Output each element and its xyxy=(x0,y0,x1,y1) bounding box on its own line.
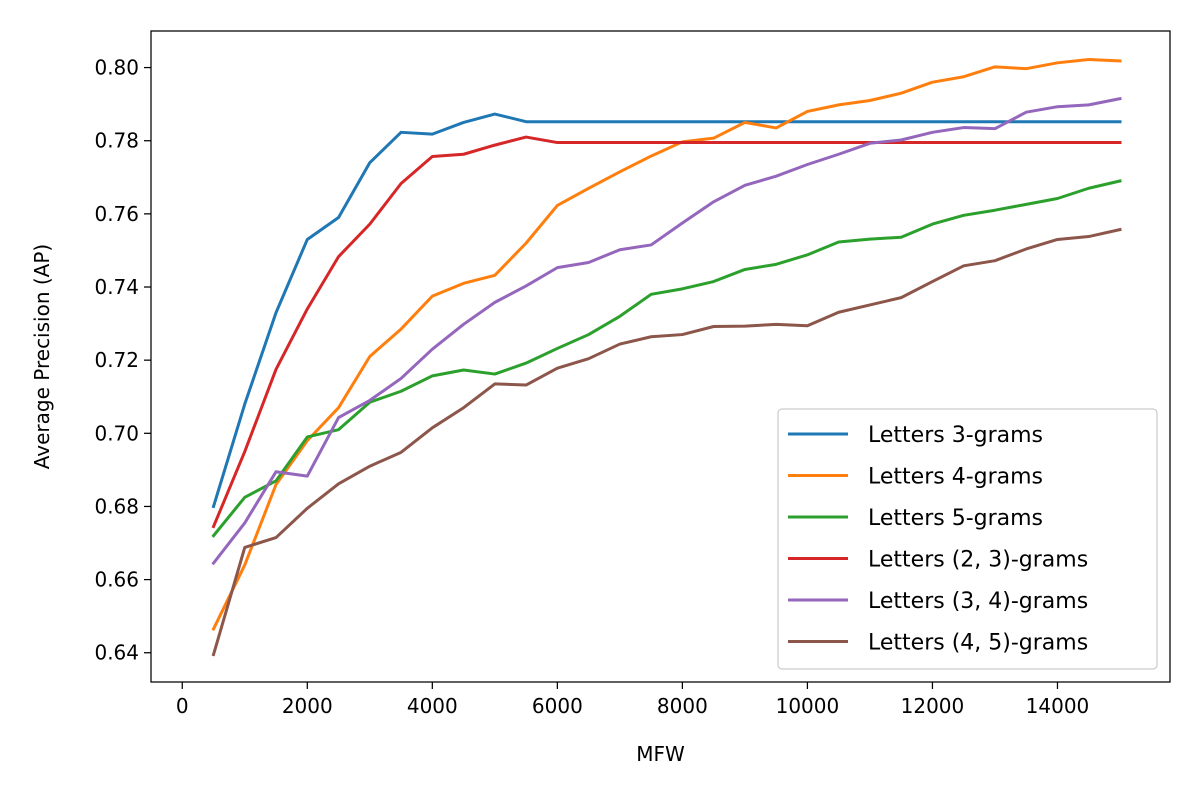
legend-label: Letters (3, 4)-grams xyxy=(868,589,1088,614)
x-tick-label: 4000 xyxy=(407,694,458,718)
plot-area-frame xyxy=(150,30,1171,683)
series-line-2 xyxy=(211,58,1122,631)
x-tick-label: 10000 xyxy=(776,694,840,718)
x-tick-label: 12000 xyxy=(901,694,965,718)
legend-label: Letters 3-grams xyxy=(868,423,1043,448)
legend-label: Letters (2, 3)-grams xyxy=(868,548,1088,573)
y-tick-label: 0.70 xyxy=(94,421,139,445)
y-tick-label: 0.76 xyxy=(94,202,139,226)
legend: Letters 3-grams Letters 4-grams Letters 5-… xyxy=(777,408,1158,670)
legend-box xyxy=(777,408,1158,670)
y-axis-title: Average Precision (AP) xyxy=(30,244,54,469)
series-layer xyxy=(211,58,1122,657)
series-line-1 xyxy=(211,112,1122,509)
series-line-4 xyxy=(211,135,1122,529)
x-tick-label: 6000 xyxy=(532,694,583,718)
y-tick-label: 0.80 xyxy=(94,56,139,80)
x-tick-label: 2000 xyxy=(282,694,333,718)
y-axis: 0.64 0.66 0.68 0.70 0.72 0.74 0.76 0.78 0.80 xyxy=(94,56,151,665)
y-tick-label: 0.74 xyxy=(94,275,139,299)
y-tick-label: 0.64 xyxy=(94,641,139,665)
x-axis: 0 2000 4000 6000 8000 10000 12000 14000 xyxy=(176,682,1089,718)
legend-label: Letters 4-grams xyxy=(868,465,1043,490)
y-tick-label: 0.78 xyxy=(94,129,139,153)
series-line-3 xyxy=(211,179,1122,538)
y-tick-label: 0.72 xyxy=(94,348,139,372)
legend-label: Letters 5-grams xyxy=(868,506,1043,531)
x-tick-label: 14000 xyxy=(1026,694,1090,718)
y-tick-label: 0.68 xyxy=(94,494,139,518)
x-axis-title: MFW xyxy=(636,742,685,766)
series-line-5 xyxy=(211,96,1122,566)
y-tick-label: 0.66 xyxy=(94,568,139,592)
x-tick-label: 0 xyxy=(176,694,189,718)
series-line-6 xyxy=(211,227,1122,657)
legend-label: Letters (4, 5)-grams xyxy=(868,631,1088,656)
x-tick-label: 8000 xyxy=(657,694,708,718)
